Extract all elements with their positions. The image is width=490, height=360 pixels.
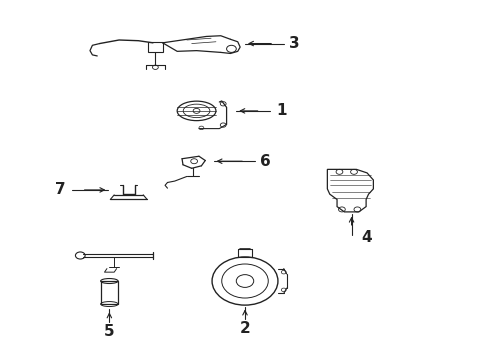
Text: 5: 5 [104,324,115,339]
Text: 2: 2 [240,321,250,337]
Bar [100,281,118,304]
Text: 7: 7 [55,183,66,197]
Bar [148,42,163,53]
Text: 4: 4 [361,230,372,245]
Text: 6: 6 [260,154,270,169]
Text: 3: 3 [289,36,299,51]
Text: 1: 1 [276,103,287,118]
